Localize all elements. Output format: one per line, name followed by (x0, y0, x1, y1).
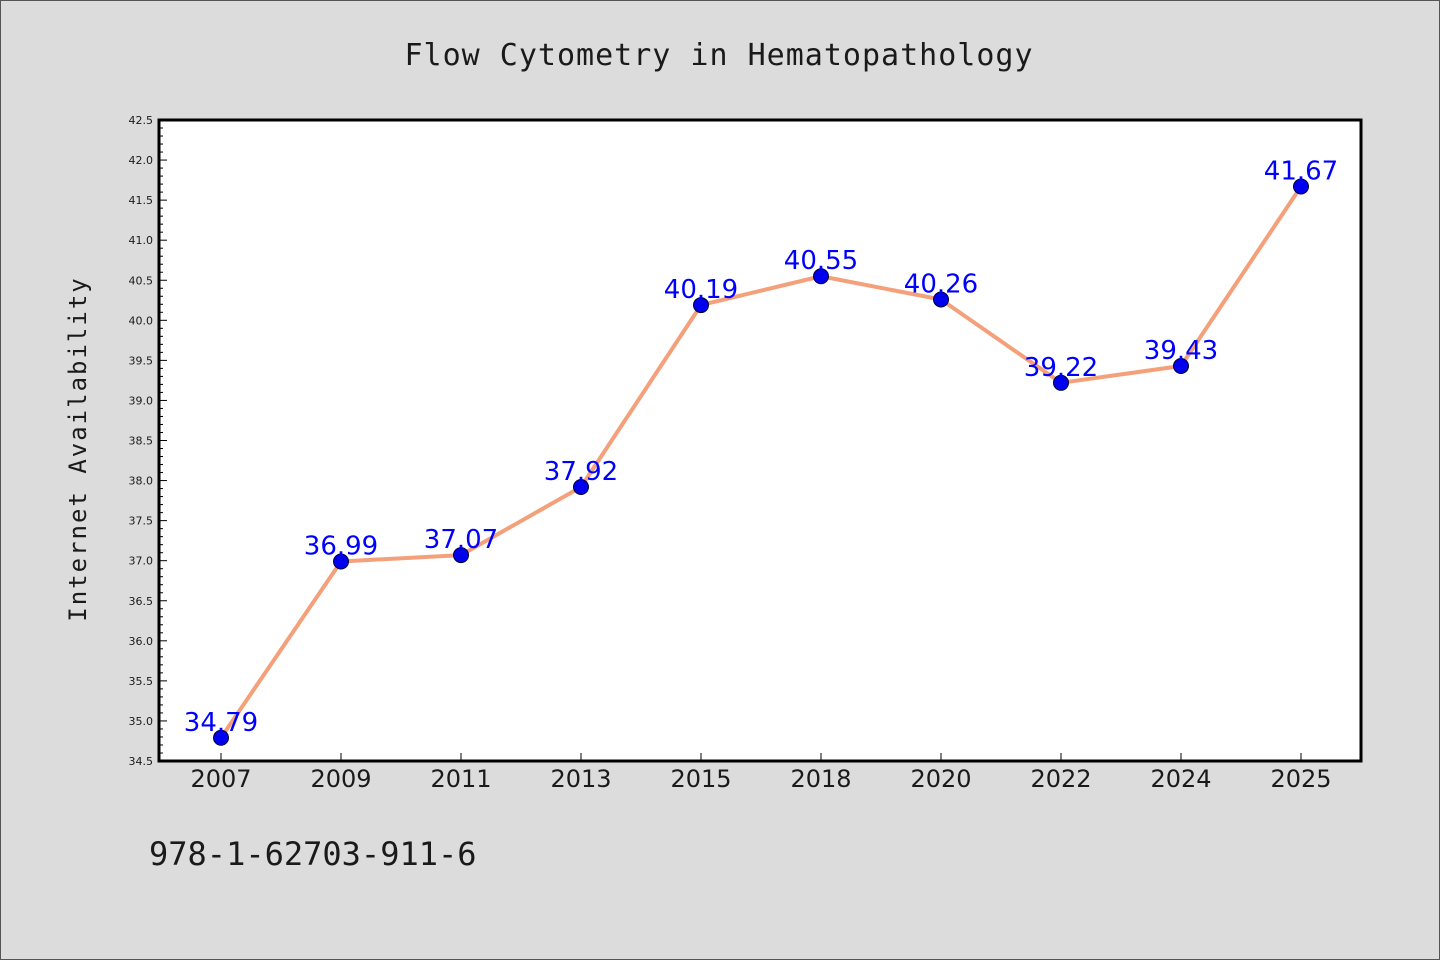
data-value-labels: 34.79 36.99 37.07 37.92 40.19 40.55 40.26 39.22… (184, 157, 1338, 738)
y-axis-ticks: 34.5 35.0 35.5 36.0 36.5 37.0 37.5 38.0 38.5 39.0… (129, 114, 167, 768)
footer-note: 978-1-62703-911-6 (149, 835, 477, 873)
data-label: 36.99 (304, 531, 378, 561)
data-label: 40.19 (664, 275, 738, 305)
y-tick-label: 36.0 (129, 635, 154, 648)
x-tick-label: 2011 (430, 765, 491, 793)
data-point (1053, 374, 1069, 391)
y-tick-label: 34.5 (129, 755, 154, 768)
data-label: 39.22 (1024, 353, 1098, 383)
series-line-group (219, 184, 1303, 740)
data-point (813, 268, 829, 285)
data-label: 39.43 (1144, 336, 1218, 366)
data-label: 37.92 (544, 457, 618, 487)
plot-area (157, 118, 1363, 763)
chart-title: Flow Cytometry in Hematopathology (404, 38, 1033, 73)
y-tick-label: 35.5 (129, 675, 154, 688)
y-tick-label: 41.0 (129, 234, 154, 247)
x-tick-label: 2018 (790, 765, 851, 793)
y-tick-label: 37.5 (129, 515, 154, 528)
y-tick-label: 40.0 (129, 314, 154, 327)
series-line (219, 184, 1303, 740)
data-label: 40.26 (904, 269, 978, 299)
data-point (213, 729, 229, 746)
x-tick-label: 2020 (910, 765, 971, 793)
data-point (1293, 178, 1309, 195)
data-label: 41.67 (1264, 157, 1338, 187)
data-point (333, 553, 349, 570)
x-tick-label: 2025 (1270, 765, 1331, 793)
data-point (933, 291, 949, 308)
data-label: 37.07 (424, 525, 498, 555)
y-tick-label: 41.5 (129, 194, 154, 207)
x-tick-label: 2024 (1150, 765, 1211, 793)
y-tick-label: 37.0 (129, 555, 154, 568)
y-tick-label: 42.5 (129, 114, 154, 127)
data-point (693, 297, 709, 314)
x-axis-ticks: 2007 2009 2011 2013 2015 2018 2020 2022 2024 2025 (190, 753, 1332, 793)
y-tick-label: 42.0 (129, 154, 154, 167)
y-tick-label: 39.0 (129, 394, 154, 407)
y-tick-label: 38.0 (129, 475, 154, 488)
data-point (573, 478, 589, 495)
y-tick-label: 35.0 (129, 715, 154, 728)
y-tick-label: 36.5 (129, 595, 154, 608)
data-label: 34.79 (184, 708, 258, 738)
x-tick-label: 2015 (670, 765, 731, 793)
data-point-markers (213, 178, 1309, 746)
x-tick-label: 2007 (190, 765, 251, 793)
y-axis-label: Internet Availability (64, 276, 92, 621)
data-point (453, 547, 469, 564)
y-tick-label: 40.5 (129, 274, 154, 287)
data-point (1173, 357, 1189, 374)
x-tick-label: 2022 (1030, 765, 1091, 793)
y-tick-label: 38.5 (129, 435, 154, 448)
x-tick-label: 2009 (310, 765, 371, 793)
data-label: 40.55 (784, 246, 858, 276)
y-tick-label: 39.5 (129, 354, 154, 367)
x-tick-label: 2013 (550, 765, 611, 793)
